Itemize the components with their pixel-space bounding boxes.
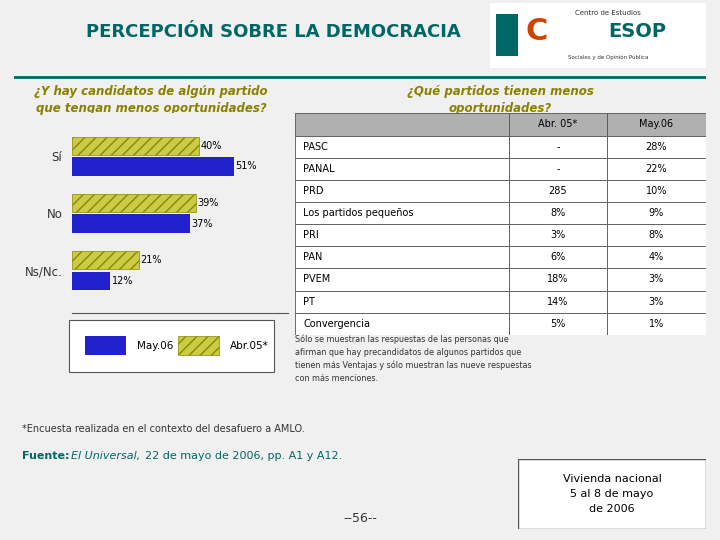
Bar — [295, 180, 508, 202]
Text: -: - — [556, 141, 559, 152]
Bar — [72, 251, 139, 269]
Text: Abr.05*: Abr.05* — [230, 341, 269, 350]
Bar — [508, 246, 607, 268]
Bar — [295, 313, 508, 335]
Bar — [607, 291, 706, 313]
Text: PVEM: PVEM — [303, 274, 330, 285]
Text: Sólo se muestran las respuestas de las personas que
afirman que hay precandidato: Sólo se muestran las respuestas de las p… — [295, 335, 532, 382]
Bar — [607, 136, 706, 158]
Bar — [508, 136, 607, 158]
Text: 8%: 8% — [550, 208, 565, 218]
Text: Centro de Estudios: Centro de Estudios — [575, 10, 642, 17]
Text: Convergencia: Convergencia — [303, 319, 370, 329]
Bar — [179, 336, 220, 355]
Text: *Encuesta realizada en el contexto del desafuero a AMLO.: *Encuesta realizada en el contexto del d… — [22, 424, 305, 434]
Text: Los partidos pequeños: Los partidos pequeños — [303, 208, 414, 218]
Bar — [72, 137, 199, 155]
Text: ¿Y hay candidatos de algún partido
que tengan menos oportunidades?: ¿Y hay candidatos de algún partido que t… — [35, 85, 268, 115]
Text: May.06: May.06 — [639, 119, 673, 130]
Bar — [295, 158, 508, 180]
Text: 22 de mayo de 2006, pp. A1 y A12.: 22 de mayo de 2006, pp. A1 y A12. — [145, 451, 342, 461]
Text: -: - — [556, 164, 559, 174]
Bar — [72, 272, 110, 290]
Text: 5%: 5% — [550, 319, 565, 329]
Bar — [508, 158, 607, 180]
Text: ESOP: ESOP — [608, 22, 667, 42]
Bar — [508, 202, 607, 224]
Bar — [607, 313, 706, 335]
Bar — [607, 268, 706, 291]
Text: 21%: 21% — [140, 255, 162, 265]
Text: 12%: 12% — [112, 275, 133, 286]
Bar — [496, 14, 518, 56]
Text: 3%: 3% — [550, 230, 565, 240]
Bar — [607, 113, 706, 136]
Text: 51%: 51% — [235, 161, 257, 172]
Bar — [508, 313, 607, 335]
Text: 3%: 3% — [649, 296, 664, 307]
Bar — [295, 246, 508, 268]
Text: 39%: 39% — [197, 198, 219, 208]
Text: 37%: 37% — [191, 219, 212, 228]
Bar — [295, 224, 508, 246]
Bar — [508, 268, 607, 291]
Bar — [72, 157, 234, 176]
Text: 1%: 1% — [649, 319, 664, 329]
Bar — [607, 202, 706, 224]
Bar — [607, 246, 706, 268]
Bar — [295, 268, 508, 291]
Text: PASC: PASC — [303, 141, 328, 152]
Bar — [607, 180, 706, 202]
Text: ¿Qué partidos tienen menos
oportunidades?: ¿Qué partidos tienen menos oportunidades… — [407, 85, 594, 115]
Text: 28%: 28% — [646, 141, 667, 152]
Text: Vivienda nacional
5 al 8 de mayo
de 2006: Vivienda nacional 5 al 8 de mayo de 2006 — [562, 474, 662, 514]
Text: PAN: PAN — [303, 252, 323, 262]
Text: Abr. 05*: Abr. 05* — [539, 119, 577, 130]
Text: Sociales y de Opinión Pública: Sociales y de Opinión Pública — [568, 54, 649, 60]
Bar — [508, 291, 607, 313]
Text: 285: 285 — [549, 186, 567, 196]
Text: C: C — [526, 17, 549, 46]
Bar — [72, 194, 196, 212]
Text: 18%: 18% — [547, 274, 569, 285]
Bar — [607, 158, 706, 180]
Text: 40%: 40% — [201, 141, 222, 151]
Text: 14%: 14% — [547, 296, 569, 307]
Text: PERCEPCIÓN SOBRE LA DEMOCRACIA: PERCEPCIÓN SOBRE LA DEMOCRACIA — [86, 23, 461, 40]
Text: 4%: 4% — [649, 252, 664, 262]
Text: 8%: 8% — [649, 230, 664, 240]
Text: Fuente:: Fuente: — [22, 451, 69, 461]
Bar — [508, 224, 607, 246]
Bar — [295, 202, 508, 224]
Text: PRD: PRD — [303, 186, 324, 196]
Text: 9%: 9% — [649, 208, 664, 218]
Bar — [295, 136, 508, 158]
Bar — [295, 113, 508, 136]
Bar — [508, 180, 607, 202]
Text: 6%: 6% — [550, 252, 565, 262]
Text: PT: PT — [303, 296, 315, 307]
Text: 10%: 10% — [646, 186, 667, 196]
Bar — [295, 291, 508, 313]
Bar — [69, 320, 274, 372]
Text: 22%: 22% — [646, 164, 667, 174]
Text: --56--: --56-- — [343, 512, 377, 525]
Text: May.06: May.06 — [138, 341, 174, 350]
Text: PRI: PRI — [303, 230, 319, 240]
Text: 3%: 3% — [649, 274, 664, 285]
Bar — [508, 113, 607, 136]
Bar — [607, 224, 706, 246]
Bar — [85, 336, 126, 355]
Text: PANAL: PANAL — [303, 164, 335, 174]
Text: El Universal,: El Universal, — [71, 451, 140, 461]
Bar — [72, 214, 189, 233]
